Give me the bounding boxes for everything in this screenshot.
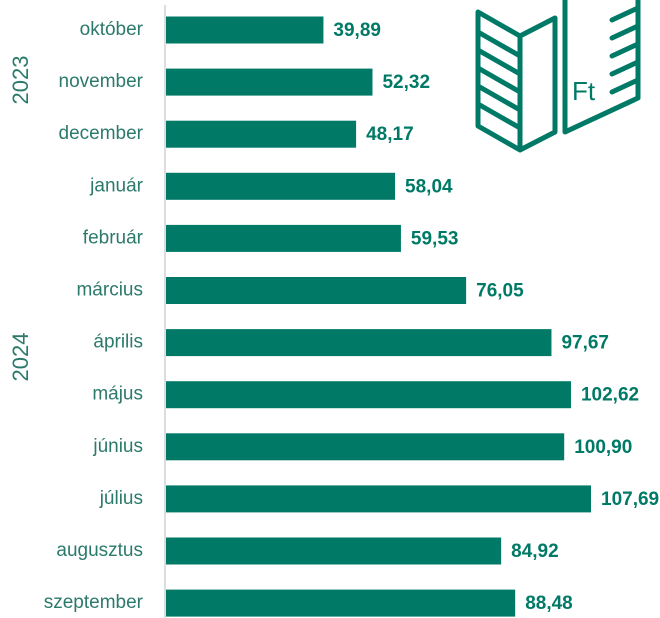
category-label: szeptember	[44, 592, 144, 613]
value-label: 76,05	[476, 281, 524, 302]
value-label: 59,53	[411, 228, 459, 249]
bar	[166, 329, 551, 356]
bar	[166, 538, 501, 565]
bar	[166, 277, 466, 304]
bar	[166, 69, 372, 96]
category-label: február	[83, 227, 144, 248]
bar	[166, 590, 515, 617]
bar	[166, 225, 401, 252]
category-label: november	[59, 71, 144, 92]
category-label: december	[59, 123, 144, 144]
bar	[166, 433, 564, 460]
category-label: április	[93, 332, 143, 353]
year-label: 2023	[8, 56, 33, 105]
value-label: 52,32	[382, 72, 430, 93]
category-label: március	[76, 280, 143, 301]
category-label: május	[92, 384, 143, 405]
value-label: 97,67	[561, 333, 609, 354]
category-label: október	[80, 19, 144, 40]
bar	[166, 381, 571, 408]
value-label: 107,69	[601, 489, 659, 510]
value-label: 39,89	[333, 20, 381, 41]
year-label: 2024	[8, 333, 33, 382]
icon	[478, 0, 638, 150]
value-label: 88,48	[525, 593, 573, 614]
chart: 2023 2024 Ft október 39,89 november 52,32 de…	[0, 0, 660, 618]
category-label: január	[89, 175, 143, 196]
category-label: augusztus	[56, 540, 143, 561]
value-label: 48,17	[366, 124, 414, 145]
bar	[166, 17, 323, 44]
bar	[166, 121, 356, 148]
value-label: 102,62	[581, 385, 639, 406]
icon-text: Ft	[572, 76, 596, 106]
category-label: június	[92, 436, 143, 457]
value-label: 84,92	[511, 541, 559, 562]
value-label: 100,90	[574, 437, 632, 458]
bar	[166, 485, 591, 512]
value-label: 58,04	[405, 176, 453, 197]
bar	[166, 173, 395, 200]
category-label: július	[99, 488, 143, 509]
